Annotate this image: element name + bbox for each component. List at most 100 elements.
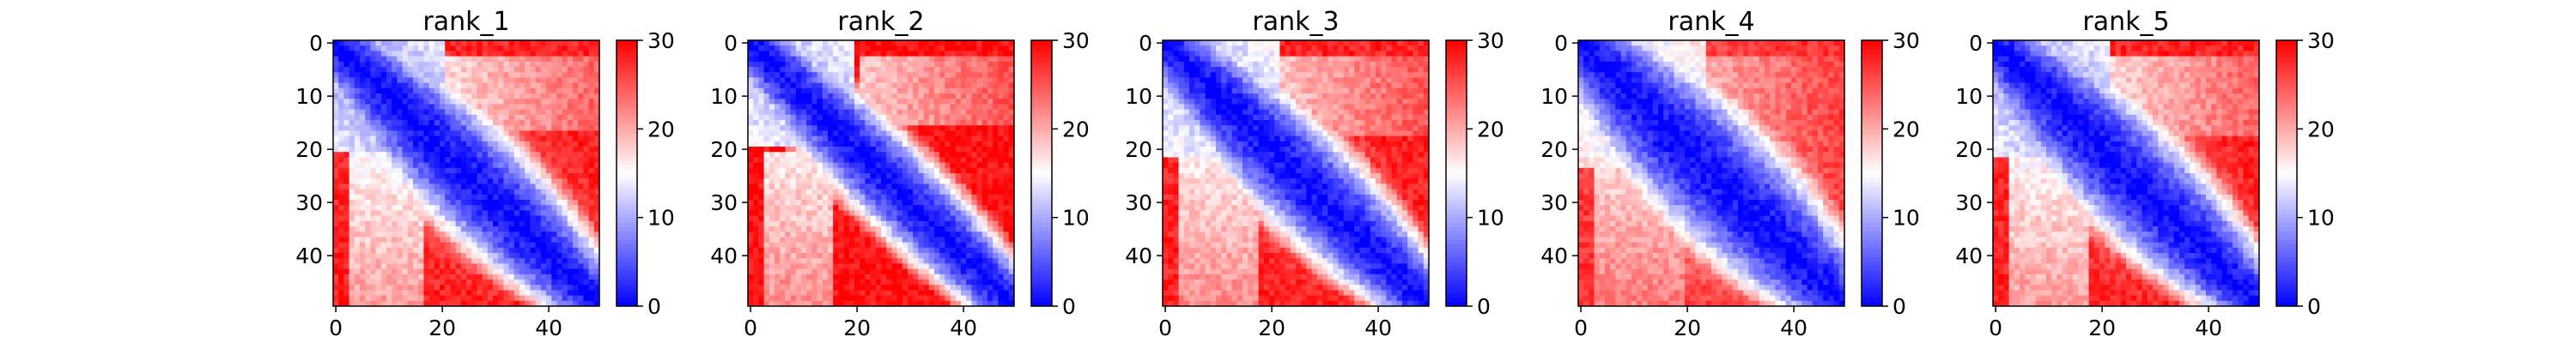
- heatmap-cell: [535, 135, 542, 142]
- heatmap-cell: [939, 200, 945, 206]
- heatmap-cell: [881, 274, 887, 280]
- heatmap-cell: [450, 67, 456, 73]
- heatmap-cell: [950, 51, 957, 57]
- heatmap-cell: [993, 56, 999, 63]
- heatmap-cell: [471, 72, 477, 78]
- heatmap-cell: [785, 237, 791, 243]
- heatmap-cell: [881, 141, 887, 147]
- heatmap-cell: [370, 61, 376, 68]
- heatmap-cell: [939, 104, 945, 110]
- heatmap-cell: [593, 157, 600, 163]
- heatmap-cell: [551, 56, 557, 63]
- heatmap-cell: [498, 290, 504, 296]
- heatmap-cell: [360, 194, 366, 201]
- heatmap-cell: [498, 67, 504, 73]
- heatmap-cell: [343, 167, 349, 174]
- heatmap-cell: [902, 141, 908, 147]
- heatmap-cell: [546, 40, 552, 46]
- heatmap-cell: [487, 104, 494, 110]
- heatmap-cell: [748, 93, 754, 99]
- heatmap-cell: [775, 215, 781, 222]
- heatmap-cell: [540, 152, 547, 158]
- heatmap-cell: [487, 263, 494, 269]
- heatmap-cell: [881, 226, 887, 232]
- heatmap-cell: [450, 40, 456, 46]
- heatmap-cell: [945, 253, 951, 259]
- heatmap-cell: [801, 56, 807, 63]
- heatmap-cell: [551, 99, 557, 105]
- heatmap-cell: [450, 51, 456, 57]
- heatmap-cell: [843, 268, 850, 275]
- heatmap-cell: [881, 87, 887, 94]
- heatmap-cell: [795, 247, 802, 254]
- heatmap-cell: [769, 77, 775, 83]
- heatmap-cell: [588, 61, 595, 68]
- heatmap-cell: [976, 173, 983, 179]
- heatmap-cell: [961, 130, 967, 136]
- heatmap-cell: [593, 268, 600, 275]
- heatmap-cell: [811, 67, 817, 73]
- heatmap-cell: [870, 40, 877, 46]
- heatmap-cell: [375, 226, 382, 232]
- heatmap-cell: [434, 51, 440, 57]
- heatmap-cell: [338, 109, 344, 116]
- heatmap-cell: [955, 114, 962, 121]
- heatmap-cell: [525, 93, 531, 99]
- heatmap-cell: [482, 152, 489, 158]
- heatmap-cell: [493, 205, 499, 211]
- heatmap-cell: [392, 120, 398, 126]
- heatmap-cell: [838, 242, 844, 249]
- heatmap-cell: [413, 200, 419, 206]
- heatmap-cell: [785, 141, 791, 147]
- heatmap-cell: [801, 109, 807, 116]
- heatmap-cell: [865, 125, 871, 131]
- heatmap-cell: [402, 147, 409, 153]
- heatmap-cell: [891, 82, 897, 89]
- heatmap-cell: [945, 104, 951, 110]
- heatmap-cell: [583, 147, 589, 153]
- heatmap-cell: [843, 215, 850, 222]
- heatmap-cell: [828, 210, 834, 216]
- heatmap-cell: [487, 184, 494, 190]
- heatmap-cell: [503, 263, 509, 269]
- heatmap-cell: [998, 67, 1004, 73]
- heatmap-cell: [945, 109, 951, 116]
- heatmap-cell: [966, 173, 972, 179]
- heatmap-cell: [848, 162, 855, 169]
- heatmap-cell: [413, 77, 419, 83]
- heatmap-cell: [503, 300, 509, 307]
- heatmap-cells: [333, 40, 600, 307]
- heatmap-cell: [493, 114, 499, 121]
- heatmap-cell: [482, 40, 489, 46]
- heatmap-cell: [573, 87, 579, 94]
- heatmap-cell: [365, 93, 371, 99]
- heatmap-cell: [562, 226, 568, 232]
- heatmap-cell: [817, 258, 823, 264]
- heatmap-cell: [780, 215, 786, 222]
- heatmap-cell: [758, 67, 764, 73]
- heatmap-cell: [445, 189, 451, 196]
- heatmap-cell: [971, 178, 977, 184]
- heatmap-cell: [987, 130, 993, 136]
- heatmap-cell: [854, 162, 860, 169]
- heatmap-cell: [551, 77, 557, 83]
- heatmap-cell: [758, 274, 764, 280]
- heatmap-cell: [801, 178, 807, 184]
- heatmap-cell: [843, 226, 850, 232]
- heatmap-cell: [423, 51, 429, 57]
- heatmap-cell: [881, 93, 887, 99]
- heatmap-cell: [546, 152, 552, 158]
- heatmap-cell: [392, 253, 398, 259]
- heatmap-cell: [1003, 215, 1010, 222]
- heatmap-cell: [939, 237, 945, 243]
- heatmap-cell: [380, 162, 387, 169]
- heatmap-cell: [769, 247, 775, 254]
- heatmap-cell: [578, 157, 584, 163]
- heatmap-cell: [354, 99, 361, 105]
- heatmap-cell: [1008, 290, 1015, 296]
- heatmap-cell: [375, 61, 382, 68]
- heatmap-cell: [822, 215, 829, 222]
- heatmap-cell: [780, 247, 786, 254]
- heatmap-cell: [556, 51, 562, 57]
- heatmap-cell: [763, 242, 770, 249]
